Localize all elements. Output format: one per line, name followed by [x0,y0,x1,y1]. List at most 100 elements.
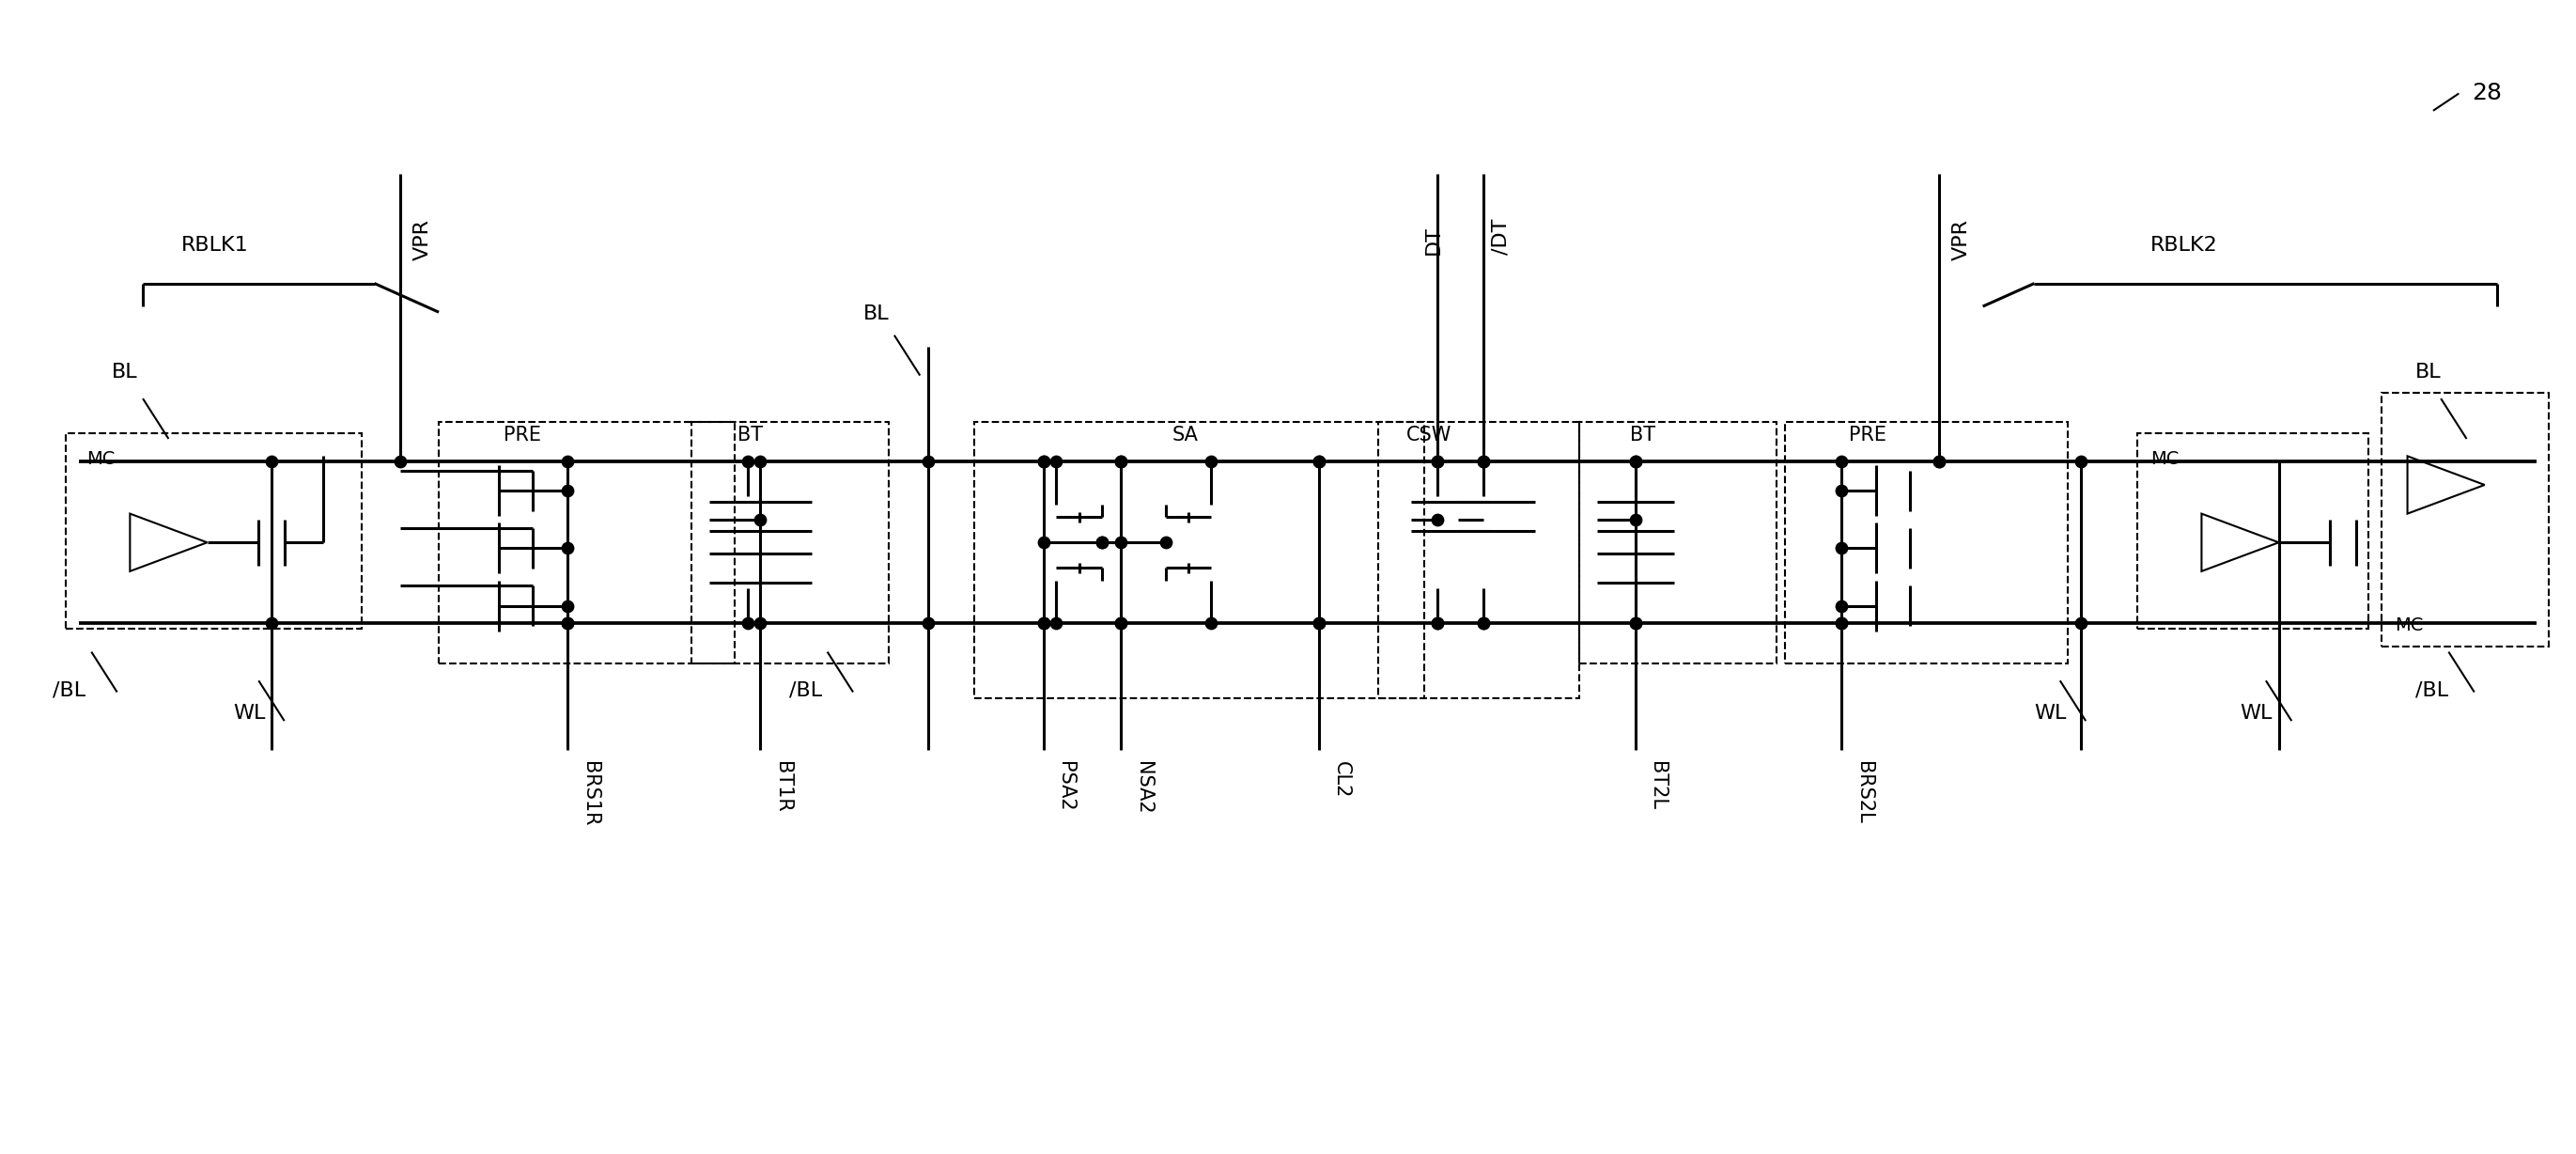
Text: RBLK2: RBLK2 [2151,235,2218,255]
Point [1023,452,1064,471]
Point [546,539,587,557]
Point [546,452,587,471]
Point [1821,452,1862,471]
Text: BL: BL [2416,362,2442,381]
Text: RBLK1: RBLK1 [180,235,250,255]
Point [1023,614,1064,632]
Point [1298,614,1340,632]
Point [1023,452,1064,471]
Text: MC: MC [2396,616,2424,635]
Bar [2138,433,2370,629]
Point [1615,614,1656,632]
Text: /BL: /BL [2416,681,2447,699]
Text: BT: BT [737,426,762,444]
Point [1100,533,1141,552]
Text: VPR: VPR [412,219,433,261]
Text: BT: BT [1631,426,1656,444]
Point [1417,452,1458,471]
Point [726,614,768,632]
Text: DT: DT [1425,225,1443,255]
Point [1100,614,1141,632]
Point [1615,452,1656,471]
Point [1298,452,1340,471]
Text: NSA2: NSA2 [1133,762,1151,815]
Text: BRS2L: BRS2L [1855,762,1873,824]
Bar [2383,392,2550,646]
Point [1144,533,1185,552]
Point [379,452,420,471]
Bar [974,421,1425,698]
Point [907,452,948,471]
Point [1417,510,1458,529]
Text: 28: 28 [2473,82,2501,105]
Text: MC: MC [85,450,116,469]
Point [907,614,948,632]
Text: CL2: CL2 [1332,762,1350,799]
Point [1919,452,1960,471]
Point [546,614,587,632]
Point [1821,481,1862,500]
Point [1919,452,1960,471]
Point [1417,614,1458,632]
Point [1100,452,1141,471]
Point [1463,452,1504,471]
Text: /DT: /DT [1492,218,1510,255]
Text: PSA2: PSA2 [1056,762,1074,811]
Point [1417,452,1458,471]
Point [2061,614,2102,632]
Text: BT1R: BT1R [773,762,791,812]
Text: PRE: PRE [1850,426,1886,444]
Point [739,614,781,632]
Point [1036,614,1077,632]
Point [250,452,291,471]
Point [1100,452,1141,471]
Point [1821,614,1862,632]
Point [1615,614,1656,632]
Point [1190,452,1231,471]
Text: SA: SA [1172,426,1198,444]
Point [1463,452,1504,471]
Point [1298,452,1340,471]
Point [1298,614,1340,632]
Text: PRE: PRE [502,426,541,444]
Bar [438,421,734,664]
Text: BL: BL [111,362,139,381]
Point [1082,533,1123,552]
Bar [690,421,889,664]
Point [1023,614,1064,632]
Bar [1378,421,1579,698]
Point [1463,614,1504,632]
Point [1821,597,1862,615]
Text: WL: WL [2241,704,2272,722]
Text: BRS1R: BRS1R [580,762,600,826]
Text: BT2L: BT2L [1649,762,1667,810]
Text: CSW: CSW [1406,426,1453,444]
Text: BL: BL [863,305,889,323]
Point [546,481,587,500]
Text: /BL: /BL [788,681,822,699]
Point [250,614,291,632]
Point [1821,614,1862,632]
Point [1463,614,1504,632]
Point [1615,510,1656,529]
Point [1023,533,1064,552]
Point [2061,452,2102,471]
Text: WL: WL [232,704,265,722]
Text: /BL: /BL [52,681,85,699]
Bar [1579,421,1777,664]
Point [546,597,587,615]
Point [1821,539,1862,557]
Text: MC: MC [2151,450,2179,469]
Bar [64,433,361,629]
Text: VPR: VPR [1953,219,1971,261]
Text: WL: WL [2035,704,2066,722]
Point [1190,614,1231,632]
Point [1036,452,1077,471]
Point [1615,452,1656,471]
Point [726,452,768,471]
Point [1100,614,1141,632]
Point [1417,614,1458,632]
Point [739,510,781,529]
Point [546,614,587,632]
Point [739,452,781,471]
